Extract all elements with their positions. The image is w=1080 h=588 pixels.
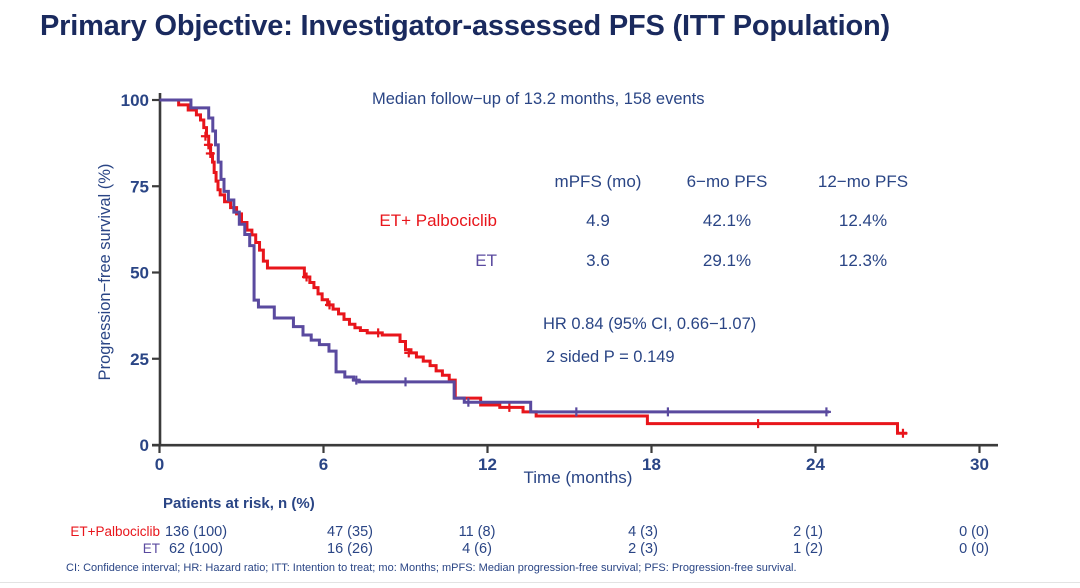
risk-cell: 4 (6) [462,541,492,557]
risk-cell: 16 (26) [327,541,373,557]
x-tick-label: 24 [806,455,825,474]
x-tick-label: 0 [155,455,164,474]
hazard-ratio-text: HR 0.84 (95% CI, 0.66−1.07) [543,315,757,333]
km-curve-et-palbociclib [159,98,908,435]
stats-row-label-et-palbociclib: ET+ Palbociclib [379,211,497,230]
risk-cell: 11 (8) [458,524,496,540]
stats-value: 4.9 [586,211,610,230]
stats-header-12mo: 12−mo PFS [817,172,909,191]
risk-cell: 2 (3) [628,541,658,557]
risk-cell: 0 (0) [959,524,989,540]
stats-value: 29.1% [702,251,752,270]
p-value-text: 2 sided P = 0.149 [546,348,675,366]
stats-value: 12.4% [838,211,888,230]
stats-row-label-et: ET [475,251,497,270]
followup-annotation: Median follow−up of 13.2 months, 158 eve… [372,90,705,108]
y-tick-label: 75 [130,177,149,196]
risk-cell: 1 (2) [793,541,823,557]
x-tick-label: 12 [478,455,497,474]
y-tick-label: 25 [130,350,149,369]
risk-cell: 47 (35) [327,524,373,540]
stats-value: 12.3% [838,251,888,270]
risk-cell: 0 (0) [959,541,989,557]
stats-value: 3.6 [586,251,610,270]
y-tick-label: 0 [140,436,149,455]
stats-value: 42.1% [702,211,752,230]
risk-row-label-et: ET [142,541,160,556]
risk-table-title: Patients at risk, n (%) [163,495,315,512]
x-tick-label: 30 [970,455,989,474]
risk-cell: 4 (3) [628,524,658,540]
y-tick-label: 50 [130,264,149,283]
risk-row-label-et-palbociclib: ET+Palbociclib [70,524,160,539]
x-axis-title: Time (months) [524,468,633,487]
footnote: CI: Confidence interval; HR: Hazard rati… [66,562,797,574]
stats-header-6mo: 6−mo PFS [686,172,768,191]
y-tick-label: 100 [121,91,149,110]
risk-cell: 62 (100) [168,541,224,557]
x-tick-label: 6 [319,455,328,474]
risk-cell: 2 (1) [793,524,823,540]
x-tick-label: 18 [642,455,661,474]
bottom-divider [0,582,1080,583]
y-axis-title: Progression−free survival (%) [96,164,114,381]
risk-cell: 136 (100) [164,524,228,540]
stats-header-mpfs: mPFS (mo) [554,172,642,191]
page-title: Primary Objective: Investigator-assessed… [40,10,890,42]
